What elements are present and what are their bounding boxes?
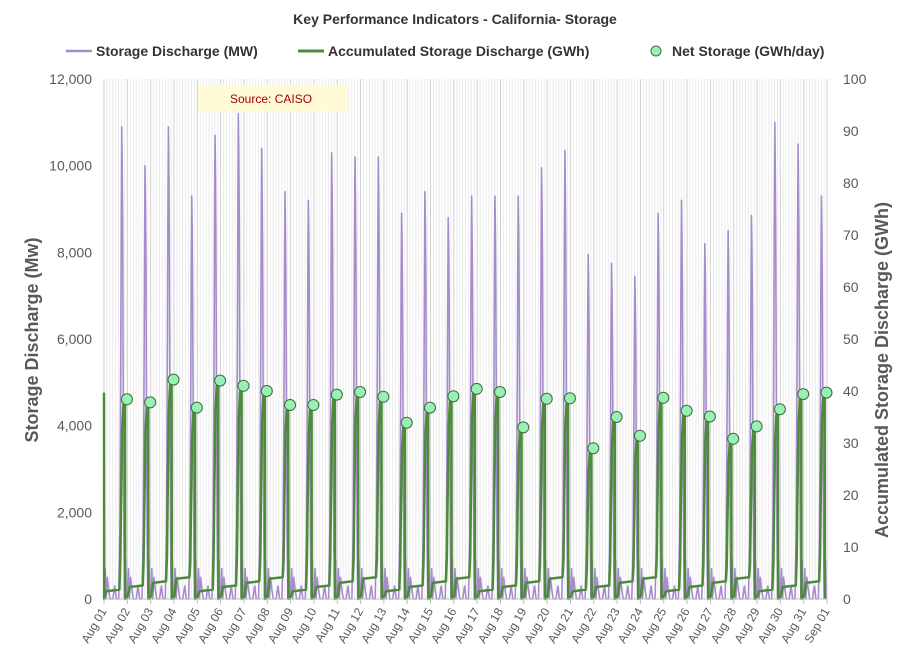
y-right-tick-label: 0 bbox=[843, 591, 851, 607]
net-storage-point bbox=[354, 386, 367, 398]
y-left-tick-label: 8,000 bbox=[57, 244, 92, 260]
legend-label-net-storage: Net Storage (GWh/day) bbox=[672, 43, 824, 59]
net-storage-point bbox=[120, 393, 133, 406]
right-axis-title: Accumulated Storage Discharge (GWh) bbox=[872, 202, 892, 538]
legend: Storage Discharge (MW) Accumulated Stora… bbox=[66, 43, 824, 59]
y-right-tick-label: 10 bbox=[843, 539, 859, 555]
left-axis-title: Storage Discharge (Mw) bbox=[22, 237, 42, 442]
net-storage-point bbox=[237, 379, 250, 392]
net-storage-point bbox=[773, 403, 786, 416]
legend-label-storage-discharge: Storage Discharge (MW) bbox=[96, 43, 258, 59]
net-storage-point bbox=[424, 401, 436, 414]
net-storage-point bbox=[540, 392, 553, 405]
source-note: Source: CAISO bbox=[230, 92, 312, 106]
net-storage-point bbox=[703, 410, 716, 423]
net-storage-point bbox=[214, 374, 227, 387]
net-storage-point bbox=[797, 388, 810, 401]
y-right-tick-label: 100 bbox=[843, 71, 867, 87]
net-storage-points-layer bbox=[120, 373, 833, 455]
net-storage-point bbox=[307, 399, 320, 411]
net-storage-point bbox=[680, 404, 693, 417]
net-storage-point bbox=[144, 396, 157, 409]
grid-layer bbox=[103, 79, 828, 599]
net-storage-point bbox=[284, 399, 297, 411]
source-note-box bbox=[198, 85, 348, 111]
y-right-tick-label: 40 bbox=[843, 383, 859, 399]
y-left-tick-label: 6,000 bbox=[57, 331, 92, 347]
net-storage-point bbox=[750, 420, 763, 433]
y-right-tick-label: 90 bbox=[843, 123, 859, 139]
chart-title: Key Performance Indicators - California-… bbox=[293, 11, 617, 27]
y-left-tick-label: 0 bbox=[84, 591, 92, 607]
y-right-tick-label: 20 bbox=[843, 487, 859, 503]
y-right-tick-label: 60 bbox=[843, 279, 859, 295]
net-storage-point bbox=[377, 390, 390, 403]
y-left-tick-label: 4,000 bbox=[57, 418, 92, 434]
net-storage-point bbox=[727, 432, 740, 445]
legend-marker-net-storage bbox=[650, 45, 662, 57]
y-left-tick-label: 10,000 bbox=[49, 158, 92, 174]
y-right-tick-label: 50 bbox=[843, 331, 859, 347]
y-right-tick-label: 70 bbox=[843, 227, 859, 243]
y-right-tick-label: 80 bbox=[843, 175, 859, 191]
net-storage-point bbox=[517, 421, 530, 434]
legend-label-accumulated-discharge: Accumulated Storage Discharge (GWh) bbox=[328, 43, 589, 59]
net-storage-point bbox=[470, 382, 483, 395]
net-storage-point bbox=[610, 411, 623, 423]
net-storage-point bbox=[400, 416, 413, 429]
y-left-tick-label: 12,000 bbox=[49, 71, 92, 87]
net-storage-point bbox=[657, 391, 670, 404]
net-storage-point bbox=[564, 392, 576, 405]
net-storage-point bbox=[634, 429, 646, 442]
net-storage-point bbox=[587, 442, 600, 455]
net-storage-point bbox=[167, 373, 180, 386]
y-right-tick-label: 30 bbox=[843, 435, 859, 451]
y-left-tick-label: 2,000 bbox=[57, 504, 92, 520]
net-storage-point bbox=[447, 390, 460, 403]
net-storage-point bbox=[820, 386, 833, 399]
net-storage-point bbox=[330, 388, 343, 401]
net-storage-point bbox=[260, 385, 273, 397]
net-storage-point bbox=[190, 401, 203, 414]
net-storage-point bbox=[494, 386, 506, 398]
